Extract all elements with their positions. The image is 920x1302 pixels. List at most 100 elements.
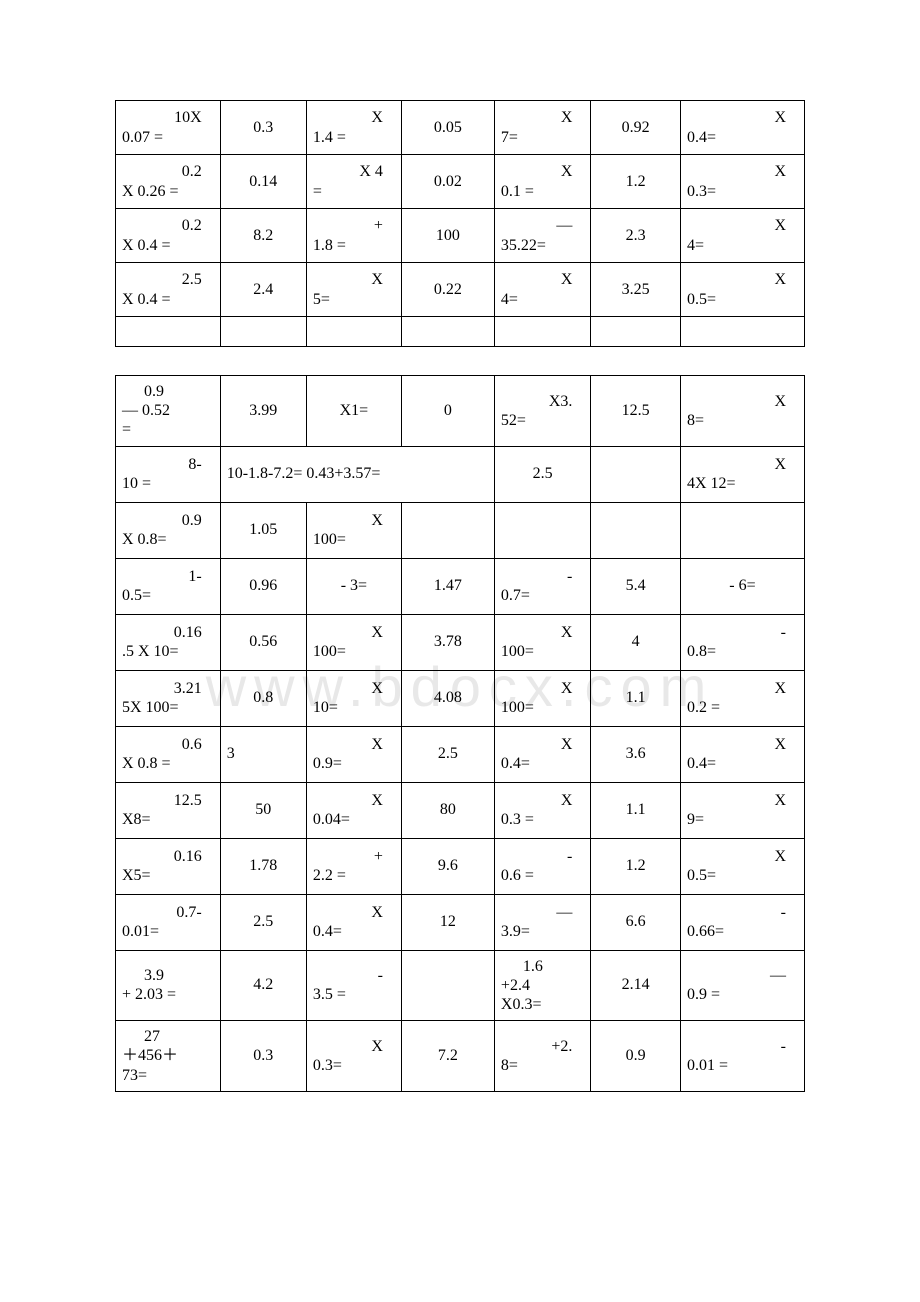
cell: 2.5X 0.4 = [116, 263, 221, 317]
cell: -3.5 = [306, 950, 401, 1021]
cell: 4.2 [220, 950, 306, 1021]
cell: 12.5X8= [116, 782, 221, 838]
cell: 4 [591, 614, 681, 670]
cell: X0.3= [680, 155, 804, 209]
cell: 8.2 [220, 209, 306, 263]
cell: 1.6+2.4X0.3= [494, 950, 590, 1021]
cell [591, 317, 681, 347]
table-row: 12.5X8=50X0.04=80X0.3 =1.1X9= [116, 782, 805, 838]
cell: 1.47 [401, 558, 494, 614]
cell [401, 502, 494, 558]
cell: 80 [401, 782, 494, 838]
table-row: 0.7-0.01=2.5X0.4=12—3.9=6.6-0.66= [116, 894, 805, 950]
table-row: 0.2X 0.26 =0.14X 4=0.02X0.1 =1.2X0.3= [116, 155, 805, 209]
cell: 100 [401, 209, 494, 263]
cell: X100= [494, 614, 590, 670]
cell: 2.5 [220, 894, 306, 950]
cell [116, 317, 221, 347]
cell [306, 317, 401, 347]
cell: 1.1 [591, 782, 681, 838]
table-row: 0.9— 0.52=3.99X1=0X3.52=12.5X8= [116, 376, 805, 447]
cell: X0.9= [306, 726, 401, 782]
cell [494, 502, 590, 558]
cell: X1.4 = [306, 101, 401, 155]
cell: +2.2 = [306, 838, 401, 894]
cell: X 4= [306, 155, 401, 209]
cell [591, 446, 681, 502]
cell: 2.5 [494, 446, 590, 502]
cell: 27＋456＋73= [116, 1021, 221, 1092]
cell: 5.4 [591, 558, 681, 614]
table-row: 0.6X 0.8 =3X0.9=2.5X0.4=3.6X0.4= [116, 726, 805, 782]
cell [401, 317, 494, 347]
cell: X0.04= [306, 782, 401, 838]
cell: -0.7= [494, 558, 590, 614]
cell: X0.4= [494, 726, 590, 782]
cell: X0.2 = [680, 670, 804, 726]
cell: 0.2X 0.26 = [116, 155, 221, 209]
cell: 0.8 [220, 670, 306, 726]
cell: X7= [494, 101, 590, 155]
cell: 3.25 [591, 263, 681, 317]
table-row: 2.5X 0.4 =2.4X5=0.22X4=3.25X0.5= [116, 263, 805, 317]
cell: X0.3= [306, 1021, 401, 1092]
cell: 0.05 [401, 101, 494, 155]
cell: 1.1 [591, 670, 681, 726]
cell: 0.56 [220, 614, 306, 670]
cell: 1.2 [591, 155, 681, 209]
cell: X4X 12= [680, 446, 804, 502]
cell: X100= [494, 670, 590, 726]
cell [220, 317, 306, 347]
cell: - 6= [680, 558, 804, 614]
table-row: 0.2X 0.4 =8.2+1.8 =100—35.22=2.3X4= [116, 209, 805, 263]
table-row: 10X0.07 =0.3X1.4 =0.05X7=0.92X0.4= [116, 101, 805, 155]
cell: X8= [680, 376, 804, 447]
cell: 0.02 [401, 155, 494, 209]
cell: 12 [401, 894, 494, 950]
cell: 0.9X 0.8= [116, 502, 221, 558]
cell: 2.4 [220, 263, 306, 317]
cell [680, 317, 804, 347]
cell: —35.22= [494, 209, 590, 263]
cell: X1= [306, 376, 401, 447]
cell: 0 [401, 376, 494, 447]
cell: 0.22 [401, 263, 494, 317]
cell: 0.3 [220, 101, 306, 155]
cell: 12.5 [591, 376, 681, 447]
cell: 3 [220, 726, 306, 782]
cell: 0.3 [220, 1021, 306, 1092]
cell: 3.6 [591, 726, 681, 782]
cell: 0.9— 0.52= [116, 376, 221, 447]
cell [494, 317, 590, 347]
cell: 0.92 [591, 101, 681, 155]
cell: X100= [306, 502, 401, 558]
table-row [116, 317, 805, 347]
cell: —3.9= [494, 894, 590, 950]
cell: 3.215X 100= [116, 670, 221, 726]
cell [401, 950, 494, 1021]
cell: 2.5 [401, 726, 494, 782]
cell: 0.7-0.01= [116, 894, 221, 950]
cell: 0.96 [220, 558, 306, 614]
table-row: 0.9X 0.8=1.05X100= [116, 502, 805, 558]
table-row: 0.16.5 X 10=0.56X100=3.78X100=4-0.8= [116, 614, 805, 670]
cell: +2.8= [494, 1021, 590, 1092]
math-table-2: 0.9— 0.52=3.99X1=0X3.52=12.5X8=8-10 =10-… [115, 375, 805, 1092]
cell: X0.3 = [494, 782, 590, 838]
cell: X5= [306, 263, 401, 317]
cell: 0.6X 0.8 = [116, 726, 221, 782]
cell: 0.2X 0.4 = [116, 209, 221, 263]
cell [680, 502, 804, 558]
cell: X9= [680, 782, 804, 838]
cell: -0.6 = [494, 838, 590, 894]
cell: - 3= [306, 558, 401, 614]
cell: 0.14 [220, 155, 306, 209]
cell: -0.01 = [680, 1021, 804, 1092]
table-row: 3.215X 100=0.8X10=4.08X100=1.1X0.2 = [116, 670, 805, 726]
cell: 50 [220, 782, 306, 838]
table-row: 8-10 =10-1.8-7.2= 0.43+3.57=2.5X4X 12= [116, 446, 805, 502]
math-table-1: 10X0.07 =0.3X1.4 =0.05X7=0.92X0.4=0.2X 0… [115, 100, 805, 347]
cell: X0.4= [306, 894, 401, 950]
cell: 3.78 [401, 614, 494, 670]
cell: 9.6 [401, 838, 494, 894]
